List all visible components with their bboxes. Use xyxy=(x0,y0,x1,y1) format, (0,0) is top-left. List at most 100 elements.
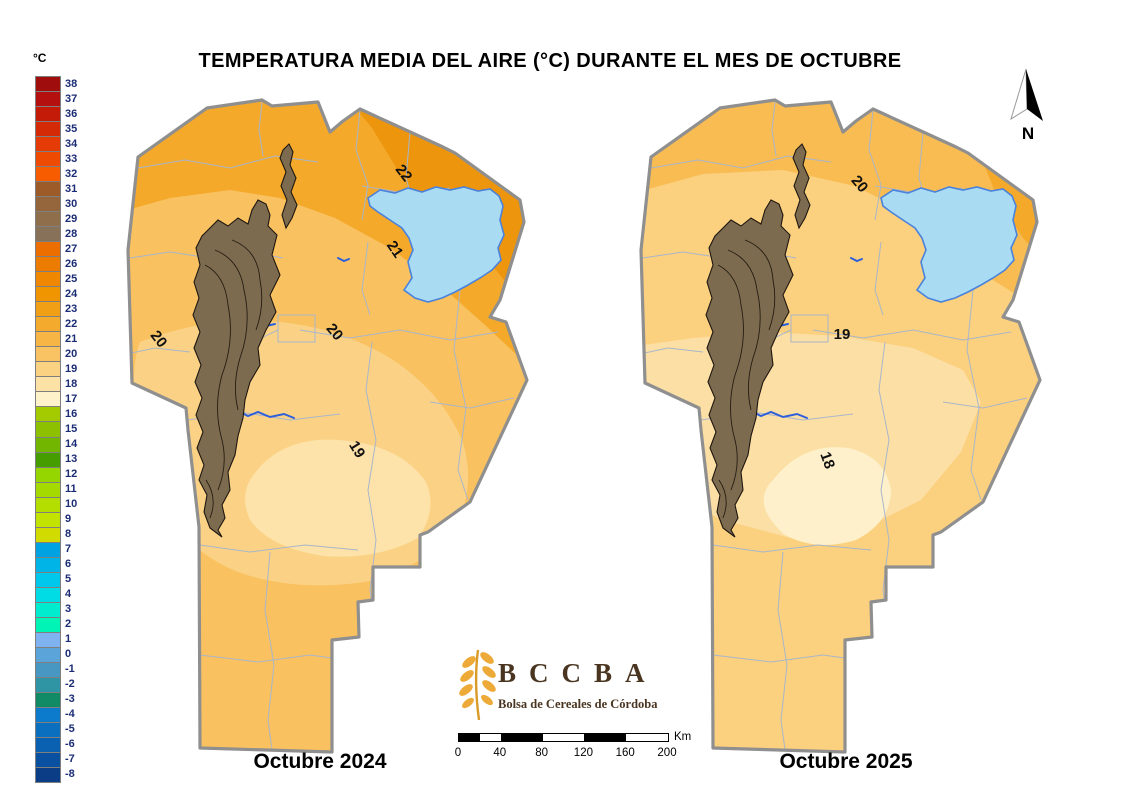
scale-bar-segment xyxy=(542,734,585,741)
scale-bar xyxy=(458,733,669,742)
scale-swatch-31 xyxy=(35,181,61,198)
scale-swatch-1 xyxy=(35,631,61,648)
scale-swatch-11 xyxy=(35,481,61,498)
scale-swatch-15 xyxy=(35,421,61,438)
scale-value-label: 4 xyxy=(65,588,72,601)
scale-value-label: -8 xyxy=(65,768,75,781)
scale-swatch-33 xyxy=(35,151,61,168)
scale-swatch-36 xyxy=(35,106,61,123)
scale-swatch-6 xyxy=(35,556,61,573)
scale-value-label: 8 xyxy=(65,528,72,541)
scale-swatch-13 xyxy=(35,451,61,468)
scale-swatch-17 xyxy=(35,391,61,408)
scale-swatch-7 xyxy=(35,541,61,558)
scale-swatch-18 xyxy=(35,376,61,393)
scale-value-label: 10 xyxy=(65,498,78,511)
isotherm-label-20: 20 xyxy=(147,327,171,351)
scale-value-label: 18 xyxy=(65,377,78,390)
scale-swatch-21 xyxy=(35,331,61,348)
scale-bar-tick-80: 80 xyxy=(535,747,548,759)
scale-value-label: 15 xyxy=(65,423,78,435)
scale-swatch--6 xyxy=(35,736,61,753)
scale-value-label: 38 xyxy=(65,77,78,90)
isotherm-label-18: 18 xyxy=(816,450,838,471)
scale-swatch-26 xyxy=(35,256,61,273)
scale-value-label: -6 xyxy=(65,738,75,751)
scale-swatch-24 xyxy=(35,286,61,303)
zone-20-21 xyxy=(641,100,1040,325)
scale-value-label: 31 xyxy=(65,182,78,195)
scale-value-label: -4 xyxy=(65,708,75,721)
scale-swatch-25 xyxy=(35,271,61,288)
north-arrow: N xyxy=(1010,68,1043,143)
scale-swatch-2 xyxy=(35,616,61,633)
scale-value-label: 29 xyxy=(65,212,78,225)
scale-swatch-9 xyxy=(35,511,61,528)
scale-bar-tick-40: 40 xyxy=(493,747,507,759)
scale-swatch-20 xyxy=(35,346,61,363)
scale-swatch-16 xyxy=(35,406,61,423)
wheat-icon xyxy=(459,649,496,721)
scale-value-label: 27 xyxy=(65,242,78,255)
scale-value-label: 26 xyxy=(65,257,78,270)
scale-value-label: -1 xyxy=(65,663,75,676)
scale-bar-segment xyxy=(626,734,668,741)
scale-value-label: 33 xyxy=(65,152,78,165)
scale-swatch-32 xyxy=(35,166,61,183)
scale-value-label: 20 xyxy=(65,347,78,360)
scale-value-label: 5 xyxy=(65,573,72,586)
isotherm-label-19: 19 xyxy=(834,326,851,343)
isotherm-label-21: 21 xyxy=(383,238,406,261)
scale-value-label: 17 xyxy=(65,392,78,405)
scale-swatch-28 xyxy=(35,226,61,243)
scale-bar-tick-0: 0 xyxy=(454,747,462,759)
scale-value-label: 19 xyxy=(65,362,78,375)
scale-swatch-4 xyxy=(35,586,61,603)
scale-swatch-34 xyxy=(35,136,61,153)
scale-swatch-23 xyxy=(35,301,61,318)
scale-value-label: 3 xyxy=(65,603,72,616)
isotherm-label-19: 19 xyxy=(345,438,368,461)
scale-swatch-30 xyxy=(35,196,61,213)
scale-value-label: 36 xyxy=(65,107,78,120)
scale-value-label: 34 xyxy=(65,137,78,150)
scale-bar-segment xyxy=(459,734,480,741)
page-title: TEMPERATURA MEDIA DEL AIRE (°C) DURANTE … xyxy=(198,50,902,72)
zone-17-18 xyxy=(763,447,891,545)
scale-value-label: 13 xyxy=(65,453,78,466)
scale-swatch--8 xyxy=(35,766,61,783)
scale-value-label: 32 xyxy=(65,167,78,180)
scale-value-label: 21 xyxy=(65,332,78,345)
caption-octubre-2025: Octubre 2025 xyxy=(779,750,913,773)
scale-swatch-0 xyxy=(35,646,61,663)
scale-swatch-22 xyxy=(35,316,61,333)
scale-value-label: 28 xyxy=(65,227,78,240)
scale-swatch-35 xyxy=(35,121,61,138)
scale-value-label: 1 xyxy=(65,633,72,646)
scale-swatch-14 xyxy=(35,436,61,453)
scale-value-label: 9 xyxy=(65,513,72,526)
scale-swatch--2 xyxy=(35,676,61,693)
scale-value-label: -3 xyxy=(65,693,75,706)
scale-value-label: 37 xyxy=(65,92,78,105)
scale-swatch--5 xyxy=(35,721,61,738)
logo-subtitle: Bolsa de Cereales de Córdoba xyxy=(498,697,658,711)
scale-unit-label: °C xyxy=(33,51,47,65)
scale-bar-tick-200: 200 xyxy=(657,747,677,759)
scale-swatch-27 xyxy=(35,241,61,258)
scale-swatch-10 xyxy=(35,496,61,513)
scale-swatch-12 xyxy=(35,466,61,483)
scale-value-label: 14 xyxy=(65,438,78,451)
scale-value-label: -2 xyxy=(65,678,75,691)
isotherm-label-22: 22 xyxy=(392,161,416,185)
scale-value-label: 6 xyxy=(65,558,72,571)
scale-value-label: 11 xyxy=(65,483,77,496)
scale-swatch-5 xyxy=(35,571,61,588)
north-arrow-right-half xyxy=(1026,69,1043,121)
scale-value-label: -7 xyxy=(65,753,75,766)
scale-swatch-37 xyxy=(35,91,61,108)
logo-acronym: BCCBA xyxy=(498,658,658,688)
